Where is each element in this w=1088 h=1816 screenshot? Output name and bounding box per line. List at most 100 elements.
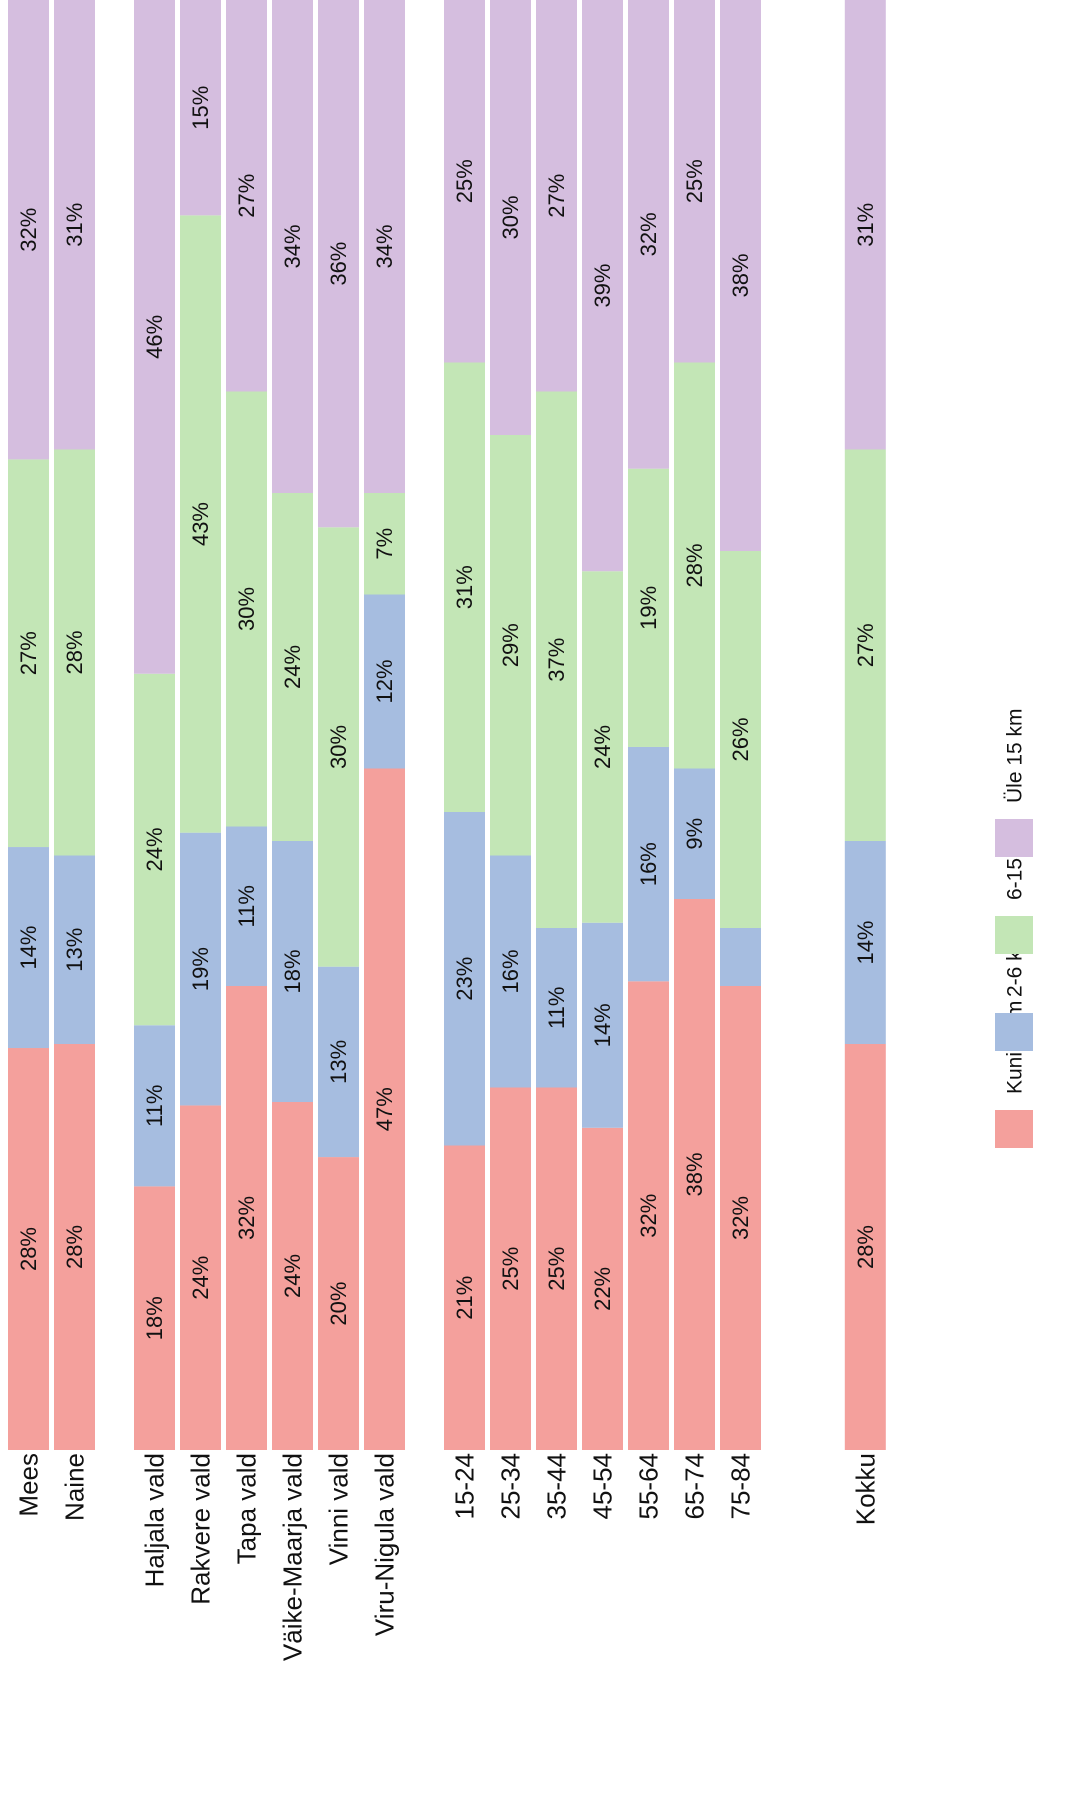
category-label-rakvere-vald: Rakvere vald [186,1453,216,1605]
data-label-tapa-vald-ule-15-km: 27% [234,174,259,218]
legend-swatch-ule-15-km [995,819,1033,857]
category-labels-layer: Mees Naine Haljala vald Rakvere vald Tapa va… [14,1453,881,1661]
bar-segment-naine-ule-15-km [54,0,95,450]
data-label-35-44-ule-15-km: 27% [544,174,569,218]
data-label-vinni-vald-ule-15-km: 36% [326,242,351,286]
bar-segment-15-24-6-15-km [444,362,485,812]
bar-segment-vaike-maarja-vald-ule-15-km [272,0,313,493]
data-label-naine-2-6-km: 13% [62,928,87,972]
bar-segment-mees-2-6-km [8,847,49,1049]
category-label-vaike-maarja-vald: Väike-Maarja vald [278,1453,308,1661]
data-label-haljala-vald-6-15-km: 24% [142,827,167,871]
data-label-55-64-6-15-km: 19% [636,586,661,630]
data-label-mees-2-6-km: 14% [16,926,41,970]
category-label-55-64: 55-64 [634,1453,664,1520]
data-label-rakvere-vald-2-6-km: 19% [188,947,213,991]
bar-segment-tapa-vald-kuni-2-km [226,986,267,1450]
category-label-35-44: 35-44 [542,1453,572,1520]
data-label-kokku-6-15-km: 27% [853,623,878,667]
category-label-65-74: 65-74 [680,1453,710,1520]
bar-segment-vaike-maarja-vald-kuni-2-km [272,1102,313,1450]
data-label-25-34-ule-15-km: 30% [498,195,523,239]
bar-segment-65-74-6-15-km [674,362,715,769]
data-label-haljala-vald-2-6-km: 11% [142,1085,167,1127]
data-label-vinni-vald-6-15-km: 30% [326,725,351,769]
data-label-vaike-maarja-vald-ule-15-km: 34% [280,224,305,268]
data-label-rakvere-vald-ule-15-km: 15% [188,86,213,130]
bar-segment-35-44-6-15-km [536,391,577,928]
data-label-naine-6-15-km: 28% [62,630,87,674]
bar-segment-naine-2-6-km [54,855,95,1044]
data-label-65-74-2-6-km: 9% [682,818,707,850]
data-label-mees-kuni-2-km: 28% [16,1227,41,1271]
category-label-haljala-vald: Haljala vald [140,1453,170,1587]
data-label-viru-nigula-vald-ule-15-km: 34% [372,224,397,268]
bar-segment-viru-nigula-vald-2-6-km [364,594,405,769]
category-label-25-34: 25-34 [496,1453,526,1520]
bar-segment-haljala-vald-2-6-km [134,1025,175,1187]
category-label-75-84: 75-84 [726,1453,756,1520]
data-label-25-34-6-15-km: 29% [498,623,523,667]
data-label-mees-ule-15-km: 32% [16,208,41,252]
bar-segment-15-24-kuni-2-km [444,1145,485,1450]
bar-segment-25-34-6-15-km [490,435,531,856]
data-label-rakvere-vald-kuni-2-km: 24% [188,1256,213,1300]
bar-segment-viru-nigula-vald-6-15-km [364,493,405,595]
data-label-35-44-kuni-2-km: 25% [544,1247,569,1291]
category-label-kokku: Kokku [850,1453,880,1525]
data-label-65-74-kuni-2-km: 38% [682,1152,707,1196]
data-label-kokku-kuni-2-km: 28% [853,1225,878,1269]
bar-segment-55-64-2-6-km [628,746,669,982]
data-label-75-84-ule-15-km: 38% [728,253,753,297]
data-label-haljala-vald-ule-15-km: 46% [142,315,167,359]
data-label-65-74-6-15-km: 28% [682,543,707,587]
data-label-viru-nigula-vald-2-6-km: 12% [372,659,397,703]
data-label-75-84-kuni-2-km: 32% [728,1196,753,1240]
bar-segment-tapa-vald-6-15-km [226,391,267,827]
bar-segment-15-24-ule-15-km [444,0,485,363]
data-label-kokku-2-6-km: 14% [853,920,878,964]
bar-segment-kokku-6-15-km [844,449,886,841]
data-label-vinni-vald-2-6-km: 13% [326,1040,351,1084]
data-label-haljala-vald-kuni-2-km: 18% [142,1296,167,1340]
bar-segment-viru-nigula-vald-kuni-2-km [364,768,405,1450]
bar-segment-kokku-2-6-km [844,841,886,1044]
bar-segment-55-64-ule-15-km [628,0,669,469]
bar-segment-rakvere-vald-kuni-2-km [180,1105,221,1450]
bar-segment-65-74-ule-15-km [674,0,715,363]
bar-segment-75-84-ule-15-km [720,0,761,551]
bar-segment-65-74-kuni-2-km [674,899,715,1450]
data-label-55-64-ule-15-km: 32% [636,212,661,256]
data-label-45-54-2-6-km: 14% [590,1003,615,1047]
legend-swatch-2-6-km [995,1013,1033,1051]
legend-label-ule-15-km: Üle 15 km [1004,708,1027,803]
data-label-mees-6-15-km: 27% [16,631,41,675]
bar-segment-55-64-kuni-2-km [628,981,669,1450]
bar-segment-55-64-6-15-km [628,468,669,747]
data-label-55-64-2-6-km: 16% [636,842,661,886]
segment-labels-layer: 28% 14% 27% 32% 28% 13% 28% 31% 18% 11% 24% 46% 24% 1… [16,86,878,1341]
bar-segment-haljala-vald-ule-15-km [134,0,175,674]
bar-segment-naine-6-15-km [54,449,95,856]
data-label-45-54-ule-15-km: 39% [590,264,615,308]
bar-segment-25-34-kuni-2-km [490,1087,531,1450]
bar-segment-tapa-vald-2-6-km [226,826,267,986]
data-label-vinni-vald-kuni-2-km: 20% [326,1282,351,1326]
bar-segment-vaike-maarja-vald-6-15-km [272,493,313,841]
data-label-naine-kuni-2-km: 28% [62,1225,87,1269]
bar-segment-vinni-vald-6-15-km [318,527,359,967]
bar-segment-15-24-2-6-km [444,812,485,1146]
data-label-vaike-maarja-vald-6-15-km: 24% [280,645,305,689]
bar-segment-kokku-kuni-2-km [844,1044,886,1450]
bar-segment-vinni-vald-2-6-km [318,966,359,1158]
data-label-vaike-maarja-vald-kuni-2-km: 24% [280,1254,305,1298]
legend-swatch-kuni-2-km [995,1110,1033,1148]
data-label-25-34-kuni-2-km: 25% [498,1247,523,1291]
bar-segment-kokku-ule-15-km [844,0,886,450]
bar-segment-vaike-maarja-vald-2-6-km [272,841,313,1102]
bar-segment-35-44-kuni-2-km [536,1087,577,1450]
bar-segment-45-54-ule-15-km [582,0,623,572]
data-label-viru-nigula-vald-6-15-km: 7% [372,528,397,560]
data-label-tapa-vald-6-15-km: 30% [234,587,259,631]
